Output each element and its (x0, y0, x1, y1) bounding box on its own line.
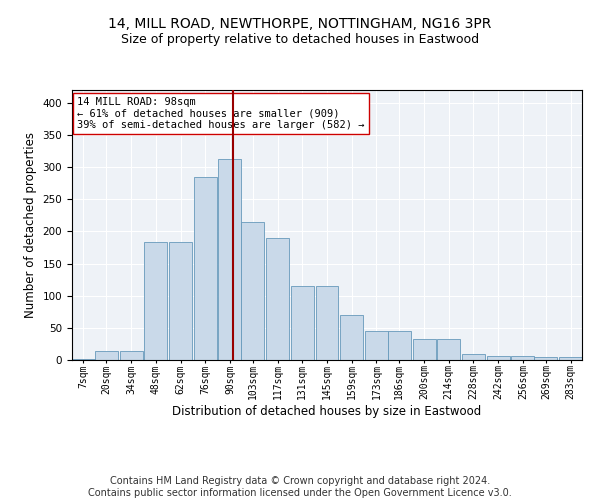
Bar (169, 242, 192, 360)
Bar (340, 315, 363, 360)
Bar (119, 351, 143, 360)
Bar (487, 356, 509, 360)
Bar (266, 238, 289, 360)
Bar (437, 340, 460, 360)
Text: Contains HM Land Registry data © Crown copyright and database right 2024.
Contai: Contains HM Land Registry data © Crown c… (88, 476, 512, 498)
Bar (316, 286, 338, 360)
Bar (72, 358, 95, 360)
Bar (511, 356, 535, 360)
Text: 14, MILL ROAD, NEWTHORPE, NOTTINGHAM, NG16 3PR: 14, MILL ROAD, NEWTHORPE, NOTTINGHAM, NG… (109, 18, 491, 32)
Bar (462, 354, 485, 360)
Bar (388, 331, 411, 360)
Bar (218, 159, 241, 360)
Text: Size of property relative to detached houses in Eastwood: Size of property relative to detached ho… (121, 32, 479, 46)
Bar (559, 358, 582, 360)
Bar (145, 242, 167, 360)
X-axis label: Distribution of detached houses by size in Eastwood: Distribution of detached houses by size … (172, 405, 482, 418)
Bar (535, 358, 557, 360)
Y-axis label: Number of detached properties: Number of detached properties (24, 132, 37, 318)
Bar (291, 286, 314, 360)
Bar (241, 222, 265, 360)
Bar (95, 351, 118, 360)
Bar (194, 177, 217, 360)
Bar (413, 340, 436, 360)
Text: 14 MILL ROAD: 98sqm
← 61% of detached houses are smaller (909)
39% of semi-detac: 14 MILL ROAD: 98sqm ← 61% of detached ho… (77, 97, 365, 130)
Bar (365, 331, 388, 360)
